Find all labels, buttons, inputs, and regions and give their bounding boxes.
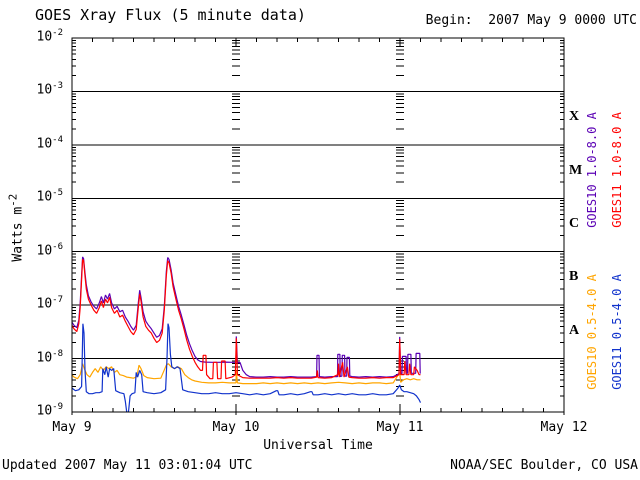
series-goes11-0-5-4-0-a xyxy=(72,323,422,412)
x-tick-label: May 12 xyxy=(540,420,588,435)
day-boundary-tick-fence xyxy=(232,39,404,397)
source-credit: NOAA/SEC Boulder, CO USA xyxy=(450,458,638,473)
plot-frame xyxy=(71,37,565,413)
legend-goes11-0-5-4-0-a: GOES11 0.5-4.0 A xyxy=(610,274,624,390)
series-goes10-0-5-4-0-a xyxy=(72,363,421,385)
y-tick-label: 10-6 xyxy=(36,241,64,259)
y-tick-label: 10-3 xyxy=(36,81,64,98)
x-axis-label: Universal Time xyxy=(263,438,373,453)
y-tick-label: 10-5 xyxy=(36,188,64,205)
y-tick-label: 10-2 xyxy=(36,28,64,45)
updated-timestamp: Updated 2007 May 11 03:01:04 UTC xyxy=(2,458,253,473)
legend-goes10-1-0-8-0-a: GOES10 1.0-8.0 A xyxy=(585,112,599,228)
legend-goes10-0-5-4-0-a: GOES10 0.5-4.0 A xyxy=(585,274,599,390)
y-tick-label: 10-9 xyxy=(36,402,64,419)
flare-class-label: A xyxy=(569,322,580,338)
flare-class-label: B xyxy=(569,269,579,285)
series-goes11-1-0-8-0-a xyxy=(72,258,421,380)
chart-title: GOES Xray Flux (5 minute data) xyxy=(35,6,306,24)
legend-goes11-1-0-8-0-a: GOES11 1.0-8.0 A xyxy=(610,112,624,228)
y-axis-ticks xyxy=(72,37,564,413)
x-tick-label: May 10 xyxy=(212,420,260,435)
flare-class-label: M xyxy=(569,162,583,178)
decade-gridlines xyxy=(72,90,564,360)
y-tick-label: 10-4 xyxy=(36,134,64,152)
x-tick-label: May 9 xyxy=(52,420,92,435)
flare-class-label: C xyxy=(569,216,580,231)
begin-time-label: Begin: 2007 May 9 0000 UTC xyxy=(425,13,637,28)
y-tick-label: 10-8 xyxy=(36,348,64,365)
y-tick-label: 10-7 xyxy=(36,295,64,312)
data-series xyxy=(72,256,422,412)
x-tick-label: May 11 xyxy=(376,420,424,435)
flare-class-label: X xyxy=(569,109,580,125)
series-goes10-1-0-8-0-a xyxy=(72,256,421,378)
